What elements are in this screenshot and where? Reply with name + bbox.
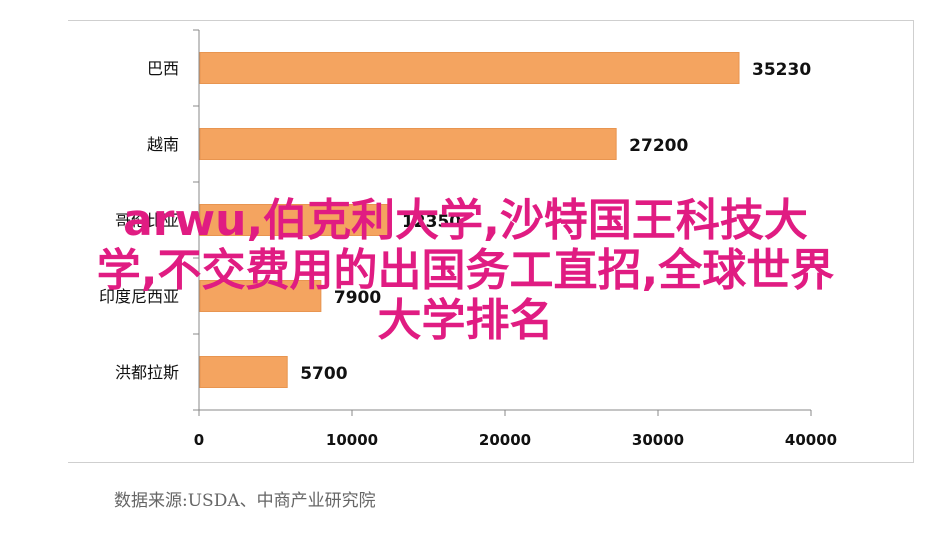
bar — [199, 52, 740, 84]
bar-value-label: 5700 — [300, 364, 347, 384]
x-tick-label: 30000 — [632, 431, 684, 449]
x-tick-label: 20000 — [479, 431, 531, 449]
bar — [199, 204, 390, 236]
bar-value-label: 7900 — [334, 288, 381, 308]
frame-top-line — [68, 20, 914, 21]
source-caption: 数据来源:USDA、中商产业研究院 — [114, 491, 376, 511]
overlay-line-3: 大学排名 — [377, 295, 554, 346]
category-label: 越南 — [147, 135, 179, 154]
category-label: 哥伦比亚 — [115, 211, 179, 230]
bar — [199, 356, 288, 388]
frame-bottom-line — [68, 462, 914, 463]
overlay-line-2: 学,不交费用的出国务工直招,全球世界 — [96, 245, 835, 296]
category-label: 巴西 — [147, 59, 179, 78]
x-tick-label: 10000 — [326, 431, 378, 449]
bar-value-label: 12350 — [402, 212, 461, 232]
overlay-watermark-text: arwu,伯克利大学,沙特国王科技大 学,不交费用的出国务工直招,全球世界 大学… — [0, 196, 931, 346]
x-tick-label: 0 — [194, 431, 204, 449]
category-label: 印度尼西亚 — [99, 287, 179, 306]
x-tick-label: 40000 — [785, 431, 837, 449]
bar — [199, 280, 322, 312]
bar-value-label: 35230 — [752, 60, 811, 80]
overlay-line-1: arwu,伯克利大学,沙特国王科技大 — [123, 195, 808, 246]
bar — [199, 128, 617, 160]
frame-right-line — [913, 20, 914, 462]
bar-value-label: 27200 — [629, 136, 688, 156]
category-label: 洪都拉斯 — [115, 363, 179, 382]
